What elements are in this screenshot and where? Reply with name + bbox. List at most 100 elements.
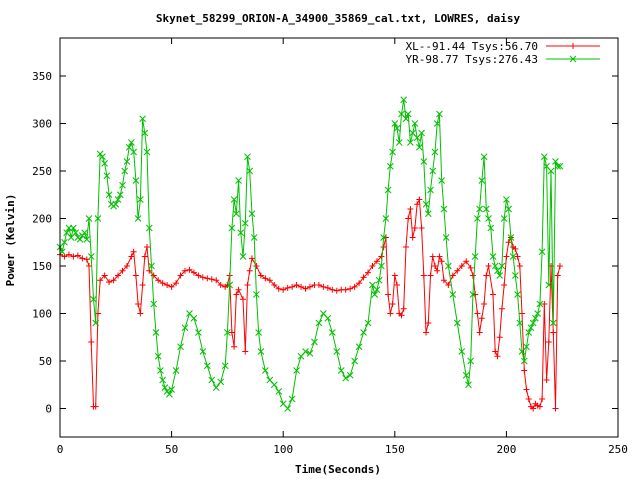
data-point	[391, 272, 398, 279]
data-point	[315, 282, 322, 288]
data-point	[130, 148, 138, 156]
data-point	[288, 395, 296, 403]
data-point	[420, 158, 428, 165]
data-point	[540, 153, 548, 161]
data-point	[521, 367, 528, 374]
data-point	[329, 286, 336, 293]
data-point	[262, 275, 269, 282]
data-point	[280, 286, 287, 293]
data-point	[552, 405, 559, 412]
data-point	[337, 367, 345, 374]
data-point	[61, 238, 68, 246]
data-point	[324, 284, 331, 291]
data-point	[248, 210, 256, 218]
data-point	[217, 282, 224, 288]
data-point	[121, 167, 129, 175]
data-point	[302, 285, 309, 292]
data-point	[462, 371, 470, 379]
data-point	[324, 314, 332, 322]
data-point	[255, 329, 263, 336]
x-tick-label: 100	[273, 443, 293, 456]
data-point	[164, 282, 171, 288]
data-point	[342, 374, 350, 382]
data-point	[132, 177, 140, 184]
data-point	[257, 348, 265, 355]
data-point	[360, 274, 367, 281]
data-point	[371, 291, 379, 298]
data-point	[150, 300, 158, 308]
data-point	[311, 338, 318, 346]
x-tick-label: 250	[608, 443, 628, 456]
data-point	[87, 253, 95, 260]
data-point	[529, 319, 537, 327]
data-point	[391, 120, 399, 127]
data-point	[246, 267, 253, 274]
data-point	[159, 376, 167, 384]
data-point	[433, 120, 441, 127]
data-point	[387, 310, 394, 317]
data-point	[386, 162, 394, 170]
data-point	[342, 286, 349, 293]
data-point	[105, 191, 113, 199]
series-line	[59, 99, 560, 410]
y-tick-label: 350	[32, 70, 52, 83]
data-point	[474, 215, 481, 222]
data-point	[293, 282, 300, 288]
legend-marker	[569, 55, 577, 63]
data-point	[177, 272, 184, 279]
y-tick-label: 100	[32, 308, 52, 321]
data-point	[373, 258, 380, 265]
data-point	[380, 234, 387, 241]
data-point	[181, 324, 189, 332]
data-point	[103, 172, 111, 180]
data-point	[134, 215, 142, 222]
data-point	[425, 320, 432, 326]
data-point	[478, 315, 485, 322]
data-point	[411, 120, 419, 127]
data-point	[465, 381, 472, 389]
data-point	[275, 285, 282, 292]
data-point	[449, 291, 457, 298]
data-point	[119, 267, 126, 274]
data-point	[458, 263, 465, 269]
data-point	[422, 200, 430, 208]
data-point	[203, 362, 211, 370]
data-point	[114, 196, 122, 203]
data-point	[253, 291, 260, 298]
data-point	[228, 224, 236, 232]
data-point	[351, 283, 358, 290]
data-point	[429, 253, 436, 260]
data-point	[503, 196, 510, 203]
data-point	[141, 253, 148, 260]
y-tick-label: 50	[39, 355, 52, 368]
x-tick-label: 0	[57, 443, 64, 456]
data-point	[547, 167, 555, 175]
data-point	[474, 310, 481, 317]
data-point	[543, 377, 550, 383]
data-point	[431, 148, 439, 156]
data-point	[110, 277, 117, 284]
data-point	[393, 124, 401, 132]
data-point	[242, 348, 249, 355]
data-point	[172, 367, 180, 374]
data-point	[556, 263, 563, 269]
data-point	[70, 253, 77, 260]
data-point	[244, 153, 251, 161]
data-point	[423, 329, 430, 336]
data-point	[123, 158, 131, 165]
data-point	[261, 367, 269, 374]
data-point	[148, 262, 155, 270]
data-point	[275, 388, 283, 395]
data-point	[157, 367, 164, 374]
y-tick-label: 200	[32, 213, 52, 226]
x-tick-label: 50	[165, 443, 178, 456]
data-point	[525, 396, 532, 402]
legend-label: XL--91.44 Tsys:56.70	[406, 40, 538, 53]
data-point	[389, 148, 396, 156]
data-point	[424, 210, 432, 218]
y-tick-label: 150	[32, 260, 52, 273]
data-point	[382, 215, 390, 222]
data-point	[440, 205, 448, 213]
data-point	[375, 276, 383, 284]
data-point	[190, 314, 198, 322]
